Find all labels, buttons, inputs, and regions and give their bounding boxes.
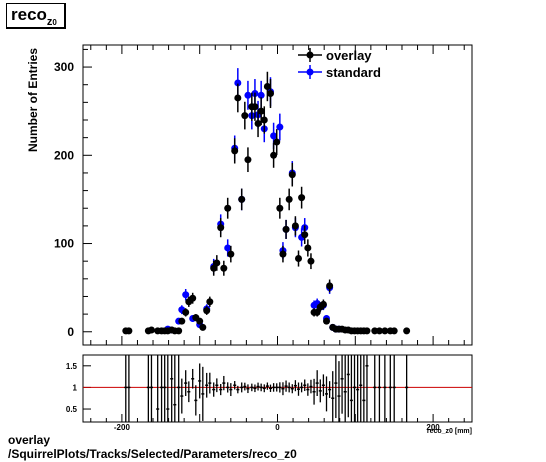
- overlay-point: [291, 222, 299, 230]
- overlay-point: [319, 300, 327, 308]
- overlay-point: [273, 138, 281, 146]
- main-plot-axes: 0 100 200 300: [54, 44, 473, 346]
- x-axis-label: reco_z0 [mm]: [427, 428, 472, 435]
- overlay-point: [282, 225, 290, 233]
- overlay-point: [295, 255, 303, 263]
- overlay-point: [203, 307, 211, 315]
- histogram-title-box: recoz0: [6, 3, 66, 29]
- ratio-x-tick-label: 0: [275, 423, 280, 432]
- overlay-point: [231, 147, 239, 155]
- overlay-point: [381, 327, 389, 335]
- overlay-point: [241, 112, 249, 120]
- overlay-point: [323, 317, 331, 325]
- ratio-plot-marks: [124, 355, 409, 422]
- ratio-y-tick-label: 1: [73, 383, 78, 392]
- overlay-point: [210, 264, 218, 272]
- ratio-y-tick-label: 0.5: [66, 405, 78, 414]
- overlay-point: [363, 327, 371, 335]
- overlay-point: [279, 250, 287, 258]
- y-tick-label: 200: [54, 148, 74, 162]
- overlay-point: [307, 257, 315, 265]
- overlay-point: [189, 294, 197, 302]
- standard-point: [182, 291, 190, 299]
- overlay-point: [147, 326, 155, 334]
- overlay-point: [206, 298, 214, 306]
- ratio-plot-frame: [82, 354, 473, 423]
- overlay-point: [199, 323, 207, 331]
- overlay-point: [263, 82, 271, 90]
- overlay-point: [182, 308, 190, 316]
- overlay-point: [390, 327, 398, 335]
- overlay-point: [403, 327, 411, 335]
- overlay-point: [175, 327, 183, 335]
- main-plot-marks: [122, 68, 411, 335]
- caption-line-1: overlay: [8, 433, 51, 447]
- standard-point: [270, 132, 278, 140]
- overlay-point: [270, 151, 278, 159]
- legend-label: overlay: [326, 48, 372, 63]
- ratio-y-tick-label: 1.5: [66, 362, 78, 371]
- standard-point: [257, 91, 265, 99]
- standard-point: [276, 123, 284, 131]
- caption-line-2: /SquirrelPlots/Tracks/Selected/Parameter…: [8, 447, 297, 461]
- overlay-point: [238, 195, 246, 203]
- legend-label: standard: [326, 65, 381, 80]
- legend-marker: [306, 68, 314, 76]
- y-tick-label: 0: [67, 325, 74, 339]
- overlay-point: [227, 250, 235, 258]
- overlay-point: [234, 94, 242, 102]
- y-axis-label: Number of Entries: [26, 47, 40, 153]
- overlay-point: [251, 103, 259, 111]
- overlay-point: [254, 120, 262, 128]
- overlay-point: [125, 327, 133, 335]
- ratio-x-tick-label: -200: [114, 423, 131, 432]
- overlay-point: [266, 90, 274, 98]
- main-plot-frame: [82, 44, 473, 346]
- ratio-x-tick-label: 200: [426, 423, 440, 432]
- legend-marker: [306, 51, 314, 59]
- overlay-point: [285, 195, 293, 203]
- overlay-point: [244, 156, 252, 164]
- standard-point: [234, 79, 242, 87]
- overlay-point: [213, 259, 221, 267]
- overlay-point: [224, 204, 232, 212]
- overlay-point: [257, 107, 265, 115]
- overlay-point: [313, 308, 321, 316]
- overlay-point: [298, 194, 306, 202]
- histogram-title: recoz0: [11, 5, 57, 28]
- overlay-point: [326, 282, 334, 290]
- overlay-point: [375, 327, 383, 335]
- overlay-point: [288, 171, 296, 179]
- overlay-point: [260, 116, 268, 124]
- overlay-point: [217, 224, 225, 232]
- y-tick-label: 100: [54, 237, 74, 251]
- overlay-point: [301, 231, 309, 239]
- standard-point: [244, 91, 252, 99]
- legend: overlay standard: [298, 48, 381, 80]
- overlay-point: [304, 244, 312, 252]
- standard-point: [224, 244, 232, 252]
- overlay-point: [220, 264, 228, 272]
- y-tick-label: 300: [54, 60, 74, 74]
- overlay-point: [178, 317, 186, 325]
- overlay-point: [196, 317, 204, 325]
- overlay-point: [276, 204, 284, 212]
